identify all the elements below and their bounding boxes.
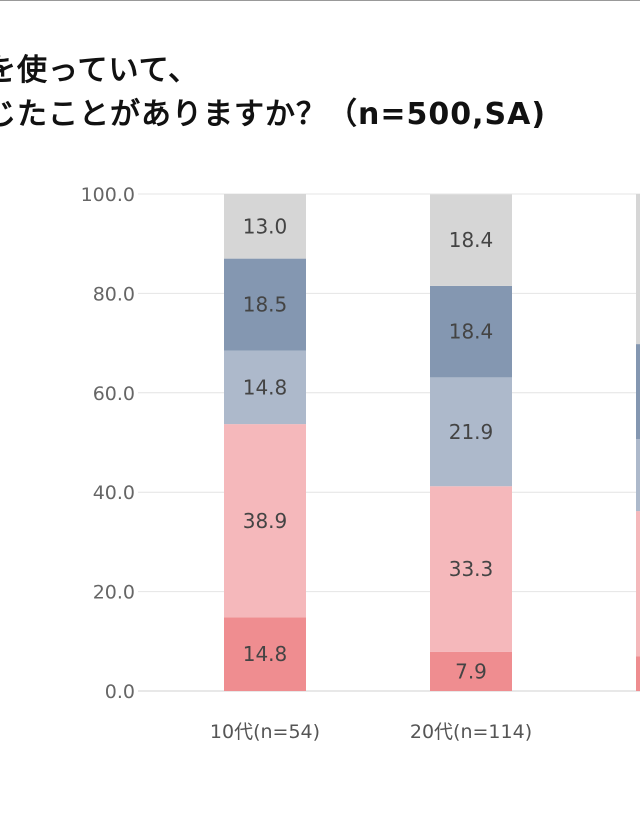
- y-tick-label: 40.0: [93, 482, 135, 504]
- y-tick-label: 20.0: [93, 582, 135, 604]
- bar-segment: [224, 258, 306, 351]
- data-label: 18.4: [449, 228, 494, 252]
- bar-segment: [430, 651, 512, 691]
- bar-segment: [430, 377, 512, 487]
- y-tick-label: 100.0: [81, 184, 135, 206]
- bar-segment: [224, 350, 306, 425]
- data-label: 13.0: [243, 214, 288, 238]
- data-label: 21.9: [449, 420, 494, 444]
- bar-segment: [430, 285, 512, 378]
- bar-segment: [636, 439, 640, 512]
- x-category-label: 20代(n=114): [410, 721, 532, 743]
- data-label: 7.9: [455, 659, 487, 683]
- bar-segment: [636, 194, 640, 345]
- data-label: 18.4: [449, 320, 494, 344]
- y-tick-label: 60.0: [93, 383, 135, 405]
- bar-segment: [430, 194, 512, 286]
- data-label: 14.8: [243, 642, 288, 666]
- bar-segment: [636, 656, 640, 691]
- bar-segment: [636, 511, 640, 657]
- data-label: 18.5: [243, 293, 288, 317]
- y-tick-label: 0.0: [105, 681, 135, 703]
- bar-segment: [224, 617, 306, 691]
- chart-title-line-2: じたことがありますか？（n=500,SA): [0, 97, 547, 132]
- bar-segment: [430, 486, 512, 652]
- chart-title-line-1: を使っていて、: [0, 53, 200, 88]
- bar-segment: [224, 194, 306, 259]
- data-label: 14.8: [243, 375, 288, 399]
- data-label: 38.9: [243, 509, 288, 533]
- y-tick-label: 80.0: [93, 283, 135, 305]
- bar-segment: [224, 424, 306, 618]
- data-label: 33.3: [449, 557, 494, 581]
- x-category-label: 10代(n=54): [210, 721, 320, 743]
- bar-segment: [636, 344, 640, 440]
